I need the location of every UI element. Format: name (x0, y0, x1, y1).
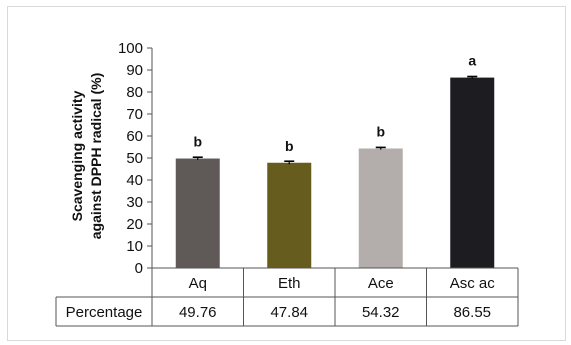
y-tick-label: 80 (126, 84, 143, 101)
table-cell: 86.55 (453, 304, 491, 321)
significance-letter: b (376, 123, 385, 139)
y-tick-label: 50 (126, 150, 143, 167)
x-category-label: Ace (368, 275, 394, 292)
bar-aq (175, 158, 220, 268)
y-tick-label: 10 (126, 238, 143, 255)
y-tick-label: 30 (126, 194, 143, 211)
x-category-label: Aq (189, 275, 207, 292)
y-tick-label: 100 (118, 40, 143, 57)
bar-ace (358, 148, 403, 268)
y-axis-label-line2: against DPPH radical (%) (88, 73, 104, 240)
table-cell: 47.84 (270, 304, 308, 321)
significance-letter: a (468, 53, 476, 69)
y-tick-label: 40 (126, 172, 143, 189)
y-axis-label-line1: Scavenging activity (69, 90, 85, 221)
table-row-label: Percentage (66, 304, 143, 321)
y-tick-label: 90 (126, 62, 143, 79)
table-cell: 49.76 (179, 304, 217, 321)
y-tick-label: 70 (126, 106, 143, 123)
bar-asc-ac (450, 77, 495, 268)
significance-letter: b (193, 134, 202, 150)
bar-eth (267, 162, 312, 268)
y-tick-label: 20 (126, 216, 143, 233)
x-category-label: Eth (278, 275, 301, 292)
x-category-label: Asc ac (450, 275, 496, 292)
y-tick-label: 0 (135, 260, 143, 277)
significance-letter: b (285, 138, 294, 154)
table-cell: 54.32 (362, 304, 400, 321)
y-tick-label: 60 (126, 128, 143, 145)
